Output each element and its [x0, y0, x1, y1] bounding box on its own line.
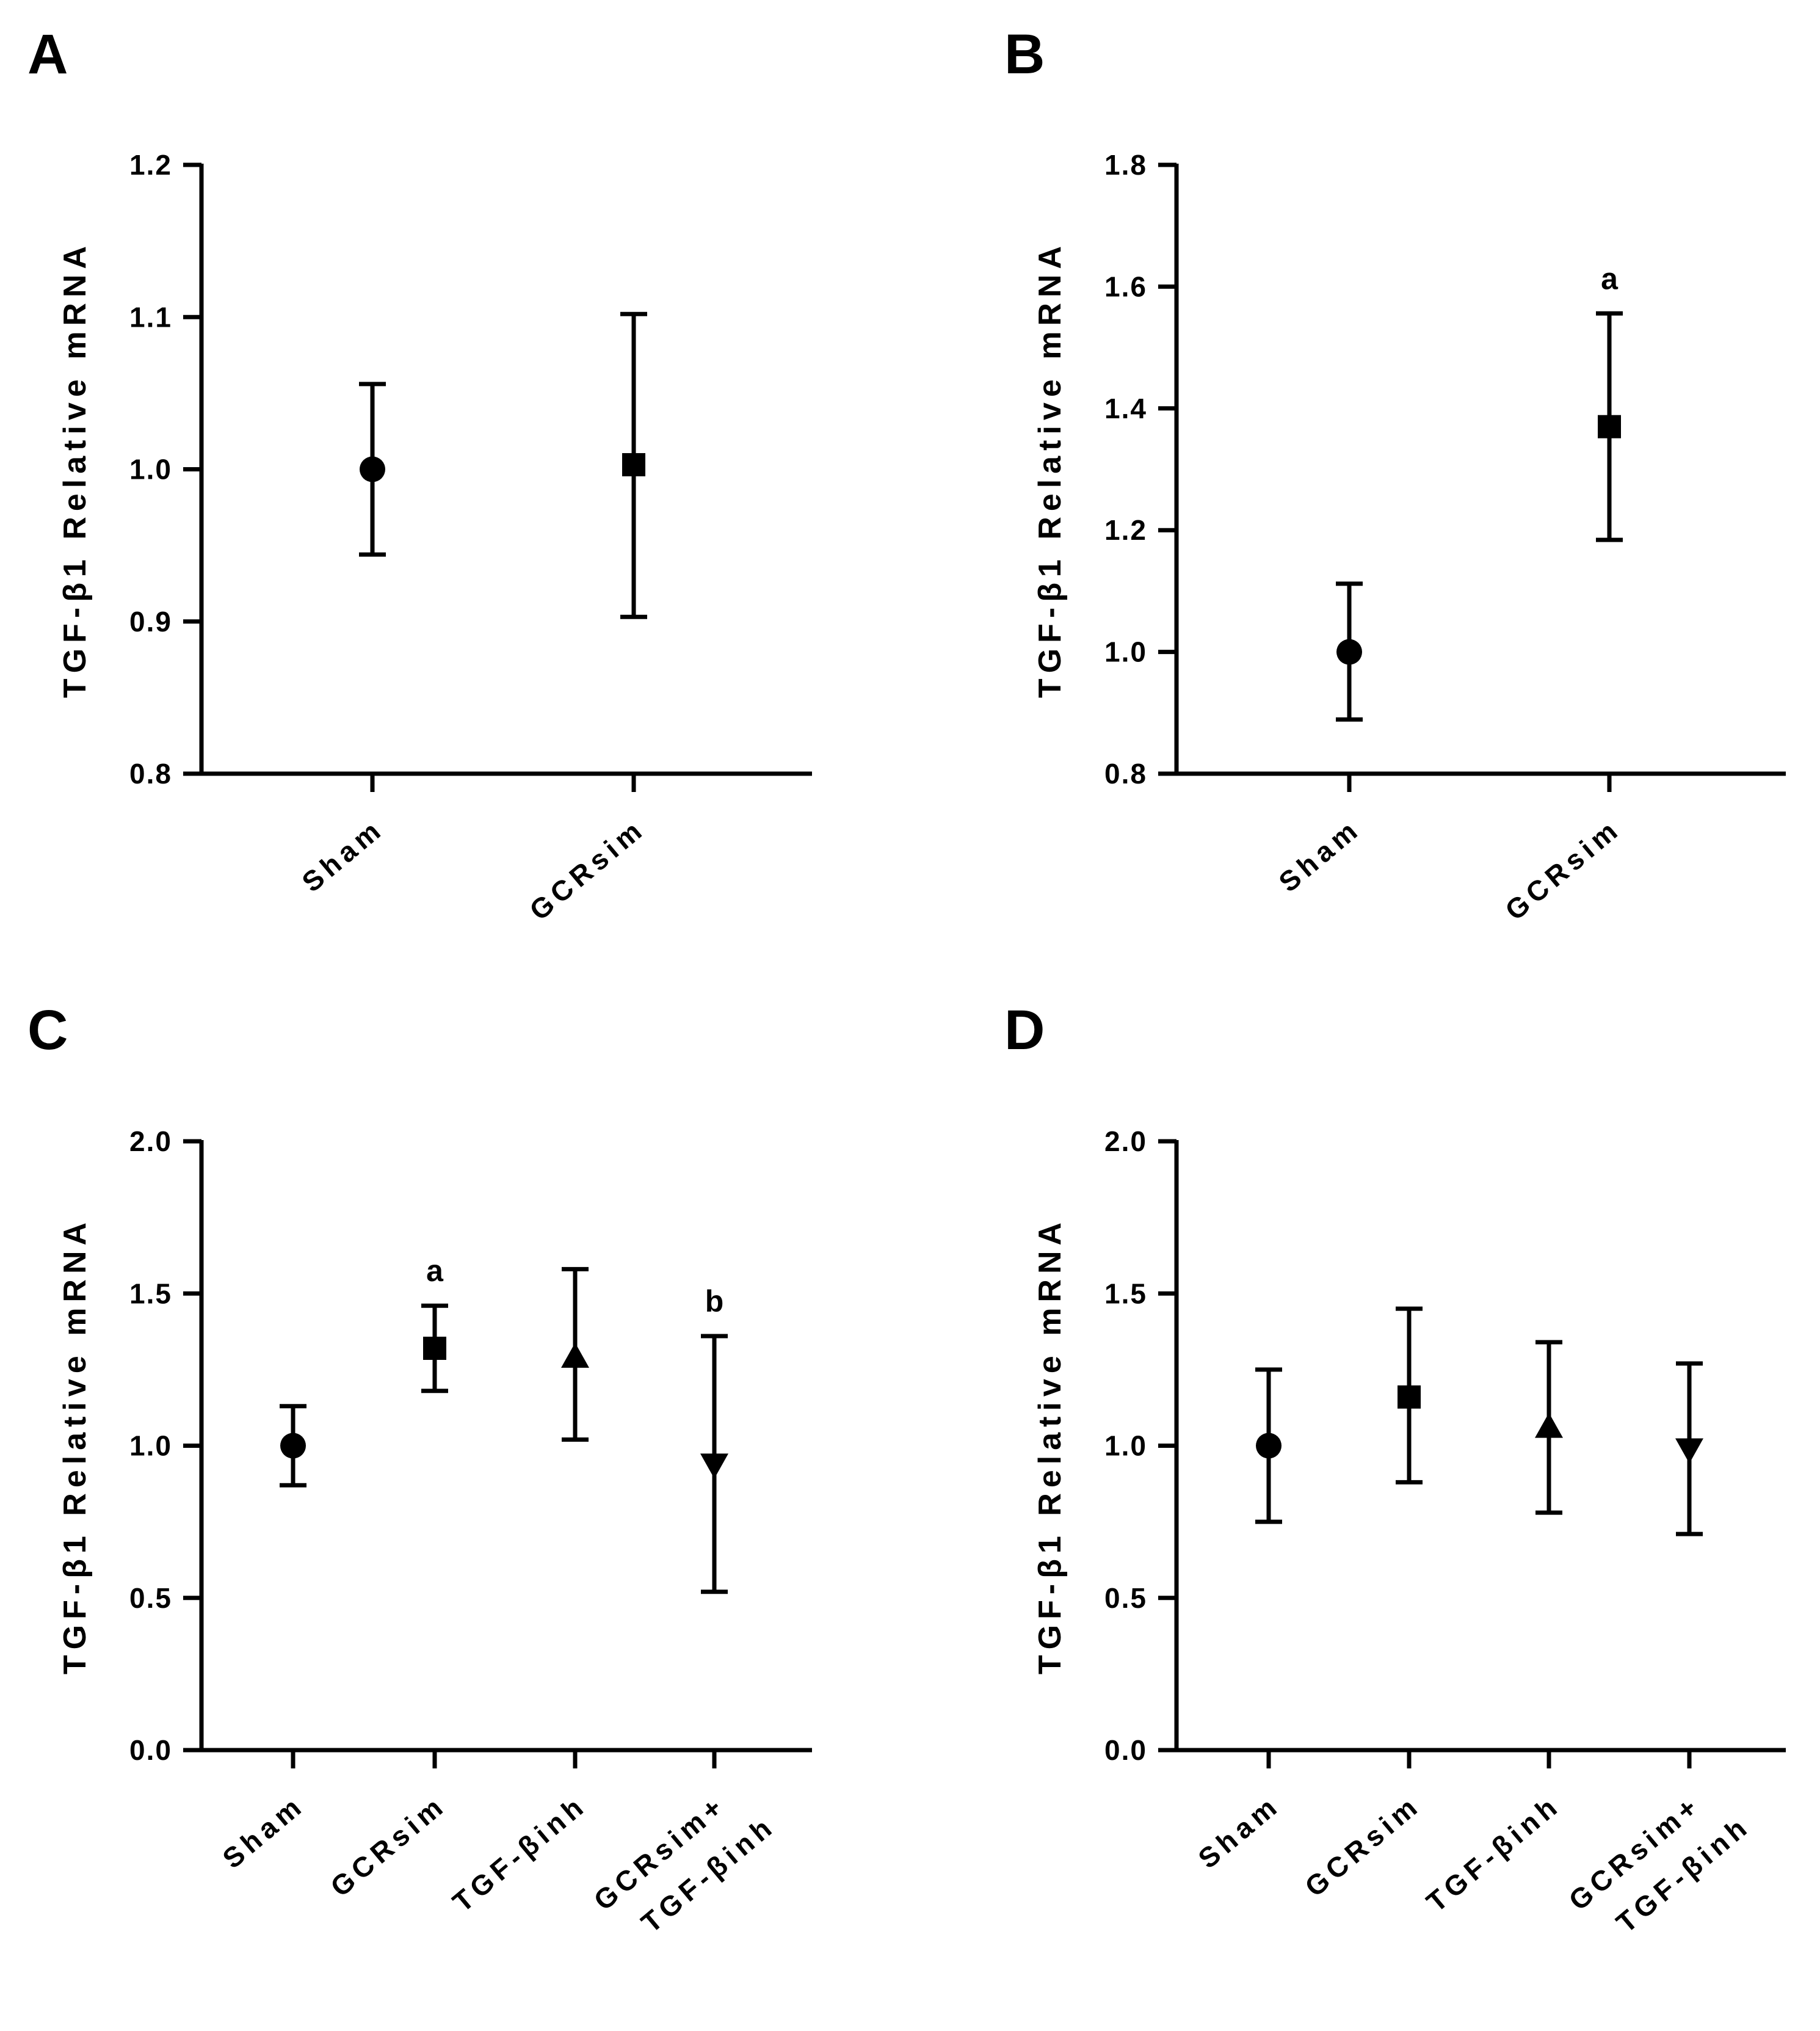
- data-point-triangle-up: [561, 1342, 589, 1368]
- x-tick-label: Sham: [1192, 1789, 1286, 1875]
- y-axis-label: TGF-β1 Relative mRNA: [1032, 1217, 1068, 1674]
- y-tick-label: 1.0: [129, 1430, 172, 1462]
- x-tick-label: TGF-βinh: [446, 1789, 592, 1918]
- y-tick-label: 0.8: [129, 758, 172, 790]
- significance-label: b: [705, 1284, 724, 1318]
- x-tick-label: GCRsim: [1299, 1789, 1426, 1903]
- y-tick-label: 1.4: [1104, 393, 1147, 424]
- data-point-circle: [280, 1433, 306, 1459]
- data-point-triangle-down: [700, 1453, 728, 1479]
- x-tick-label: Sham: [217, 1789, 311, 1875]
- x-tick-label: TGF-βinh: [1420, 1789, 1566, 1918]
- y-tick-label: 0.8: [1104, 758, 1147, 790]
- y-axis-label: TGF-β1 Relative mRNA: [57, 1217, 93, 1674]
- y-tick-label: 1.0: [1104, 1430, 1147, 1462]
- y-tick-label: 1.1: [129, 301, 172, 333]
- data-point-circle: [1336, 639, 1362, 665]
- panel-letter: B: [1004, 23, 1045, 85]
- y-tick-label: 0.5: [1104, 1582, 1147, 1614]
- data-point-triangle-down: [1675, 1438, 1703, 1464]
- y-tick-label: 0.5: [129, 1582, 172, 1614]
- y-tick-label: 1.2: [1104, 514, 1147, 546]
- x-tick-label: GCRsim: [1499, 812, 1626, 926]
- panel-a: A 0.8 0.9 1.0 1.1 1.2 TGF-β1 Relative mRNA Sham…: [27, 23, 812, 926]
- data-point-circle: [360, 456, 385, 482]
- data-point-square: [1598, 415, 1621, 438]
- y-tick-label: 1.6: [1104, 271, 1147, 302]
- y-axis-label: TGF-β1 Relative mRNA: [57, 241, 93, 698]
- y-tick-label: 1.5: [129, 1277, 172, 1309]
- x-tick-label: GCRsim: [324, 1789, 452, 1903]
- y-axis-label: TGF-β1 Relative mRNA: [1032, 241, 1068, 698]
- x-tick-label: GCRsim: [523, 812, 651, 926]
- y-tick-label: 1.2: [129, 149, 172, 181]
- x-tick-label: Sham: [296, 812, 390, 898]
- panel-b: B 0.8 1.0 1.2 1.4 1.6 1.8 TGF-β1 Relative mRNA S…: [1004, 23, 1786, 926]
- y-tick-label: 1.0: [1104, 636, 1147, 668]
- x-tick-label: GCRsim+TGF-βinh: [587, 1773, 781, 1953]
- panel-letter: A: [27, 23, 68, 85]
- data-point-circle: [1256, 1433, 1282, 1459]
- y-tick-label: 1.5: [1104, 1277, 1147, 1309]
- y-tick-label: 1.0: [129, 454, 172, 485]
- significance-label: a: [426, 1254, 444, 1288]
- panel-letter: D: [1004, 999, 1045, 1061]
- y-tick-label: 0.9: [129, 606, 172, 638]
- panel-letter: C: [27, 999, 68, 1061]
- significance-label: a: [1601, 261, 1619, 296]
- x-tick-label: Sham: [1273, 812, 1367, 898]
- y-tick-label: 1.8: [1104, 149, 1147, 181]
- x-tick-label: GCRsim+TGF-βinh: [1562, 1773, 1756, 1953]
- panel-d: D 0.0 0.5 1.0 1.5 2.0 TGF-β1 Relative mRNA Sham…: [1004, 999, 1786, 1953]
- y-tick-label: 0.0: [129, 1734, 172, 1766]
- data-point-square: [622, 453, 645, 477]
- y-tick-label: 2.0: [129, 1125, 172, 1157]
- y-tick-label: 2.0: [1104, 1125, 1147, 1157]
- data-point-square: [423, 1336, 446, 1360]
- data-point-triangle-up: [1535, 1412, 1563, 1438]
- data-point-square: [1398, 1385, 1421, 1409]
- y-tick-label: 0.0: [1104, 1734, 1147, 1766]
- panel-c: C 0.0 0.5 1.0 1.5 2.0 TGF-β1 Relative mRNA Sham…: [27, 999, 812, 1953]
